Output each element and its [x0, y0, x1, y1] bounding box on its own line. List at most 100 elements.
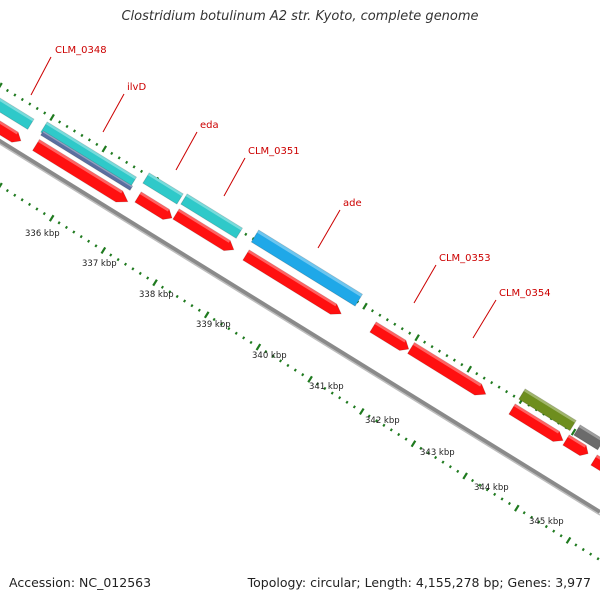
minor-tick	[397, 432, 401, 437]
forward-cds-highlight-feature-shape	[250, 229, 364, 307]
minor-tick	[475, 372, 479, 376]
major-tick	[255, 343, 262, 351]
major-tick	[570, 428, 577, 436]
major-tick	[462, 472, 468, 480]
gene-label: CLM_0351	[248, 146, 300, 157]
genome-summary-text: Topology: circular; Length: 4,155,278 bp…	[247, 575, 591, 590]
map-title: Clostridium botulinum A2 str. Kyoto, com…	[121, 9, 479, 24]
minor-tick	[537, 520, 541, 524]
minor-tick	[131, 267, 135, 271]
major-tick	[152, 279, 158, 287]
minor-tick	[482, 376, 486, 380]
minor-tick	[385, 318, 389, 322]
forward-cds-feature-shape	[0, 93, 35, 130]
minor-tick	[5, 188, 9, 193]
minor-tick	[437, 349, 442, 353]
minor-tick	[42, 211, 46, 216]
major-tick	[0, 182, 3, 189]
major-tick	[203, 311, 210, 319]
forward-cds-feature-shape	[142, 172, 184, 205]
forward-cds-alt-feature-shape	[40, 130, 134, 191]
minor-tick	[512, 394, 516, 398]
gene-label-leader	[472, 299, 497, 339]
scale-label: 342 kbp	[365, 416, 400, 426]
major-tick	[358, 407, 365, 416]
reverse-cds-feature-highlight	[374, 321, 406, 343]
gene-label-leader	[223, 157, 246, 197]
major-tick	[100, 246, 107, 254]
minor-tick	[367, 414, 371, 418]
minor-tick	[125, 160, 129, 165]
major-tick	[466, 365, 473, 373]
minor-tick	[445, 354, 449, 358]
reverse-cds-feature-shape	[32, 138, 129, 203]
minor-tick	[95, 142, 99, 147]
scale-label: 344 kbp	[474, 483, 509, 493]
minor-tick	[138, 271, 142, 276]
minor-tick	[478, 483, 482, 487]
gray-feature-highlight	[578, 424, 600, 442]
minor-tick	[94, 244, 98, 248]
scale-label: 345 kbp	[529, 517, 564, 527]
reverse-cds-feature-shape	[242, 249, 342, 315]
forward-cds-feature-highlight	[147, 172, 184, 197]
reverse-cds-feature-shape	[562, 434, 589, 457]
reverse-cds-feature	[134, 191, 173, 220]
minor-tick	[370, 309, 374, 313]
minor-tick	[393, 322, 397, 326]
minor-tick	[286, 363, 290, 368]
inner-tick-track	[0, 182, 600, 561]
scale-label: 338 kbp	[139, 290, 174, 300]
reverse-cds-feature-highlight	[247, 249, 337, 307]
minor-tick	[43, 111, 47, 115]
minor-tick	[87, 138, 91, 142]
gene-label: CLM_0348	[55, 45, 107, 56]
minor-tick	[212, 317, 216, 322]
gene-label-leader	[30, 56, 52, 96]
minor-tick	[378, 313, 382, 317]
forward-cds-feature-highlight	[0, 93, 34, 122]
reverse-cds-feature	[242, 249, 342, 315]
minor-tick	[264, 350, 268, 354]
major-tick	[0, 82, 3, 89]
minor-tick	[160, 285, 164, 289]
minor-tick	[400, 327, 404, 331]
forward-cds-feature-highlight	[45, 121, 137, 180]
gene-label: CLM_0353	[439, 253, 491, 264]
forward-cds-feature	[0, 93, 35, 130]
scale-label: 336 kbp	[25, 229, 60, 239]
minor-tick	[574, 543, 578, 547]
forward-cds-alt-feature	[40, 130, 134, 191]
minor-tick	[244, 232, 248, 236]
major-tick	[101, 145, 108, 153]
gene-label-leader	[317, 209, 341, 249]
reverse-cds-feature	[0, 117, 22, 143]
minor-tick	[389, 428, 393, 432]
forward-cds-feature	[180, 193, 243, 239]
gray-feature	[573, 424, 600, 451]
forward-cds-highlight-feature-highlight	[257, 230, 363, 297]
minor-tick	[315, 382, 320, 386]
minor-tick	[13, 193, 17, 197]
backbone-line	[0, 138, 600, 514]
minor-tick	[544, 524, 548, 529]
minor-tick	[72, 230, 76, 234]
minor-tick	[116, 258, 120, 262]
scale-label: 337 kbp	[82, 259, 117, 269]
feature-track	[0, 93, 600, 473]
minor-tick	[27, 202, 32, 207]
olive-feature-highlight	[523, 388, 577, 423]
olive-feature	[518, 388, 577, 432]
major-tick	[48, 214, 55, 222]
minor-tick	[132, 165, 136, 169]
minor-tick	[79, 234, 83, 239]
minor-tick	[404, 437, 408, 441]
forward-cds-feature	[142, 172, 184, 205]
accession-text: Accession: NC_012563	[9, 575, 152, 590]
reverse-cds-feature-highlight	[0, 117, 19, 135]
minor-tick	[423, 340, 427, 344]
minor-tick	[338, 396, 342, 400]
minor-tick	[448, 465, 452, 469]
